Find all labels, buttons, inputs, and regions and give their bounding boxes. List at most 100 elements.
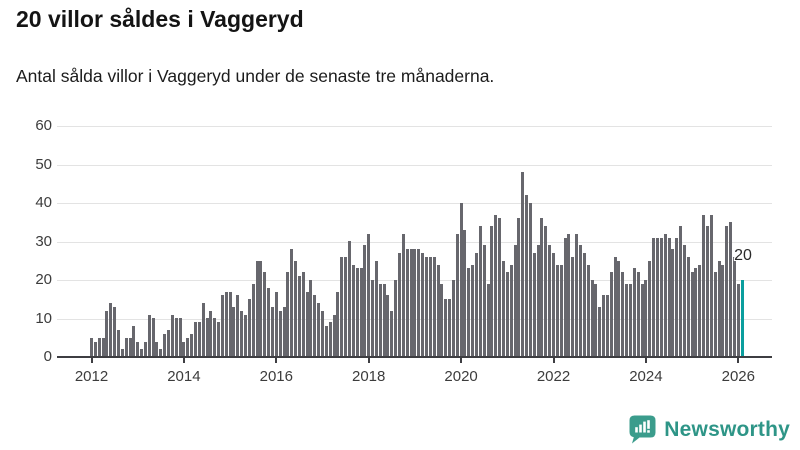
bar (517, 218, 520, 357)
bar (733, 257, 736, 357)
gridline (57, 241, 772, 243)
bar (602, 295, 605, 357)
bar (329, 322, 332, 357)
bar (460, 203, 463, 357)
bar (248, 299, 251, 357)
bar (344, 257, 347, 357)
bar (617, 261, 620, 357)
bar (575, 234, 578, 357)
bar (664, 234, 667, 357)
bar (687, 257, 690, 357)
bar (606, 295, 609, 357)
bar (225, 292, 228, 357)
bar (386, 295, 389, 357)
bar (271, 307, 274, 357)
bar (302, 272, 305, 357)
x-axis-tick (182, 358, 185, 363)
bar (691, 272, 694, 357)
bar (552, 253, 555, 357)
bar (232, 307, 235, 357)
bar (475, 253, 478, 357)
bar (290, 249, 293, 357)
bar (591, 280, 594, 357)
bar (298, 276, 301, 357)
x-axis-tick (737, 358, 740, 363)
highlight-value-label: 20 (734, 247, 752, 264)
bar (171, 315, 174, 357)
bar (194, 322, 197, 357)
bar (544, 226, 547, 357)
x-axis-tick-label: 2026 (721, 368, 755, 385)
bar (448, 299, 451, 357)
bar (417, 249, 420, 357)
x-axis-tick (460, 358, 463, 363)
bar (437, 265, 440, 357)
bar (683, 245, 686, 357)
bar (394, 280, 397, 357)
bar (433, 257, 436, 357)
bar (213, 318, 216, 357)
bar (352, 265, 355, 357)
bar (325, 326, 328, 357)
page-title: 20 villor såldes i Vaggeryd (16, 6, 304, 32)
bar (383, 284, 386, 357)
bar (579, 245, 582, 357)
bar (102, 338, 105, 357)
bar (610, 272, 613, 357)
bar (598, 307, 601, 357)
bar (406, 249, 409, 357)
x-axis-tick (90, 358, 93, 363)
bar (694, 268, 697, 357)
x-axis-tick-label: 2024 (629, 368, 663, 385)
bar (698, 265, 701, 357)
bar (309, 280, 312, 357)
newsworthy-icon (629, 415, 656, 444)
bar (256, 261, 259, 357)
bar (221, 295, 224, 357)
bar (336, 292, 339, 357)
bar (163, 334, 166, 357)
x-axis-tick-label: 2018 (352, 368, 386, 385)
bar (360, 268, 363, 357)
bar (571, 257, 574, 357)
bar (167, 330, 170, 357)
bar (537, 245, 540, 357)
bar (463, 230, 466, 357)
bar (340, 257, 343, 357)
bar (283, 307, 286, 357)
bar (587, 265, 590, 357)
bar (229, 292, 232, 357)
newsworthy-logo[interactable]: Newsworthy (629, 415, 790, 444)
bar (367, 234, 370, 357)
bar (175, 318, 178, 357)
bar (240, 311, 243, 357)
bar (710, 215, 713, 357)
bar (182, 342, 185, 357)
bar (679, 226, 682, 357)
bar (379, 284, 382, 357)
bar (548, 245, 551, 357)
x-axis-tick (552, 358, 555, 363)
bar (560, 265, 563, 357)
bar (217, 322, 220, 357)
y-axis-tick-label: 0 (43, 348, 52, 365)
bar (294, 261, 297, 357)
bar (637, 272, 640, 357)
bar (583, 253, 586, 357)
x-axis-tick-label: 2016 (259, 368, 293, 385)
bar (317, 303, 320, 357)
y-axis-tick-label: 20 (35, 271, 52, 288)
bar (644, 280, 647, 357)
newsworthy-text: Newsworthy (664, 417, 790, 441)
bar (125, 338, 128, 357)
x-axis-tick-label: 2022 (536, 368, 571, 385)
bar (244, 315, 247, 357)
bar (564, 238, 567, 357)
bar (614, 257, 617, 357)
x-axis-tick (644, 358, 647, 363)
bar (452, 280, 455, 357)
bar (105, 311, 108, 357)
bar (648, 261, 651, 357)
y-axis-tick-label: 10 (35, 309, 52, 327)
bar (556, 265, 559, 357)
